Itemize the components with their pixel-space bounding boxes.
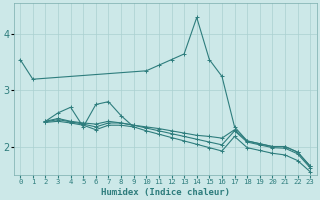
X-axis label: Humidex (Indice chaleur): Humidex (Indice chaleur) [101,188,230,197]
